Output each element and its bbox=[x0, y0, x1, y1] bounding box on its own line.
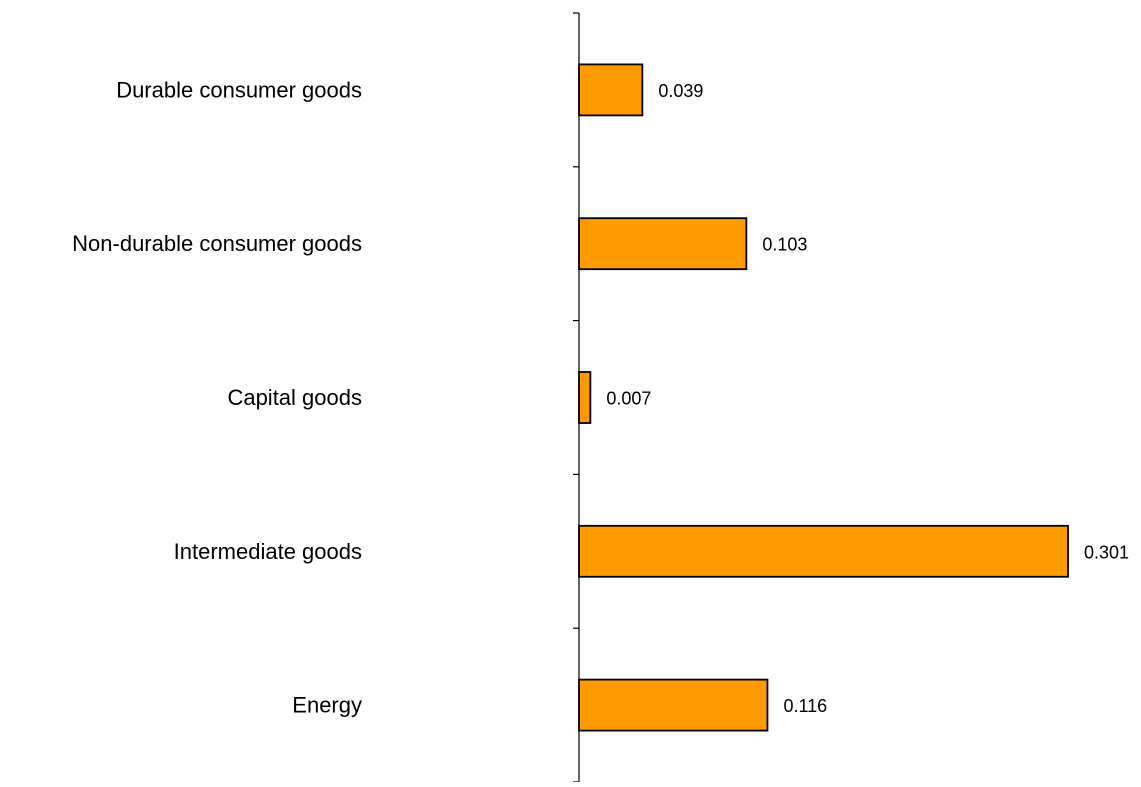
bar bbox=[578, 371, 592, 424]
bar bbox=[578, 217, 748, 271]
data-label: 0.039 bbox=[658, 81, 703, 101]
category-label: Intermediate goods bbox=[174, 539, 362, 564]
category-label: Energy bbox=[292, 693, 362, 718]
bar bbox=[578, 524, 1069, 578]
bar bbox=[578, 63, 644, 117]
bar bbox=[578, 678, 769, 732]
data-label: 0.301 bbox=[1084, 542, 1129, 562]
data-label: 0.116 bbox=[783, 696, 827, 716]
category-label: Non-durable consumer goods bbox=[72, 231, 362, 256]
data-label: 0.007 bbox=[606, 389, 651, 409]
category-label: Capital goods bbox=[227, 385, 362, 410]
category-label: Durable consumer goods bbox=[116, 77, 362, 102]
data-label: 0.103 bbox=[762, 235, 807, 255]
